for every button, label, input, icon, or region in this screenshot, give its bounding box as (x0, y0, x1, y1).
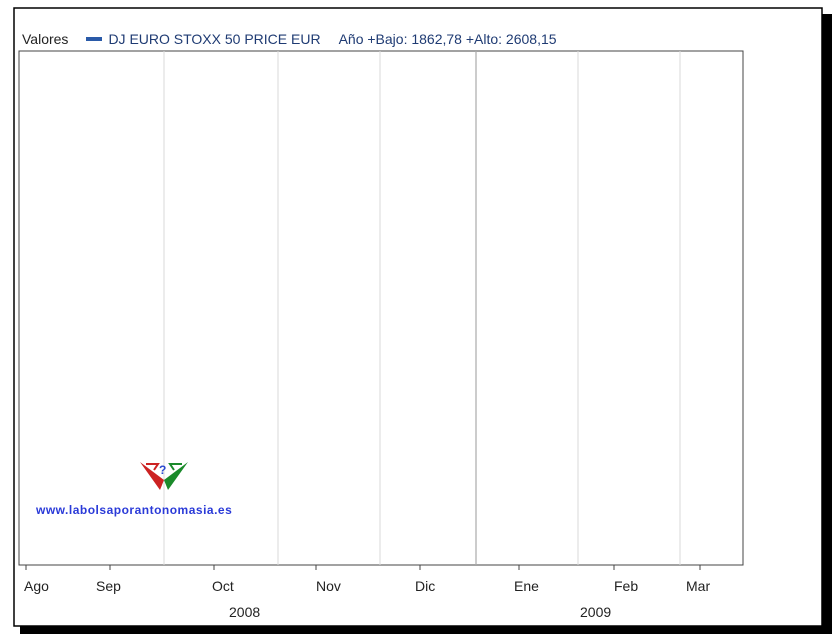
year-label: 2009 (580, 604, 611, 620)
x-axis: Ago Sep Oct Nov Dic Ene Feb Mar 2008 2009 (24, 565, 710, 620)
valores-label: Valores (22, 31, 69, 47)
chart-header: Valores DJ EURO STOXX 50 PRICE EUR Año +… (22, 28, 557, 50)
x-tick-label: Sep (96, 578, 121, 594)
x-tick-label: Dic (415, 578, 435, 594)
gridlines (163, 51, 681, 565)
x-tick-label: Ene (514, 578, 539, 594)
x-tick-label: Oct (212, 578, 234, 594)
series-swatch (86, 37, 103, 41)
svg-text:?: ? (159, 463, 166, 477)
year-range-text: Año +Bajo: 1862,78 +Alto: 2608,15 (338, 31, 557, 47)
x-tick-label: Ago (24, 578, 49, 594)
x-tick-label: Nov (316, 578, 341, 594)
logo-icon: ? (140, 462, 188, 490)
watermark-url: www.labolsaporantonomasia.es (36, 503, 233, 517)
x-tick-label: Feb (614, 578, 638, 594)
series-name: DJ EURO STOXX 50 PRICE EUR (108, 31, 321, 47)
year-label: 2008 (229, 604, 260, 620)
x-tick-label: Mar (686, 578, 710, 594)
plot-area (18, 50, 744, 566)
